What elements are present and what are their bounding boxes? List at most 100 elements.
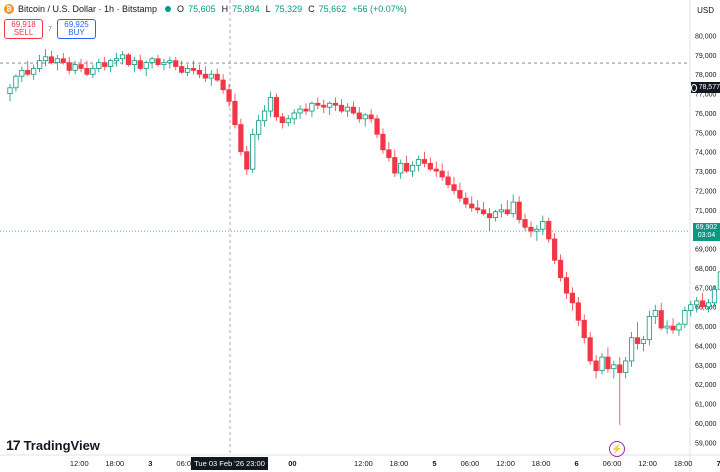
candle-up <box>676 323 682 331</box>
y-tick-label: 71,000 <box>695 208 717 215</box>
candle-down <box>475 207 481 211</box>
candle-down <box>404 162 410 172</box>
candle-down <box>445 176 451 186</box>
candle-down <box>303 108 309 112</box>
currency-label[interactable]: USD <box>697 6 714 15</box>
candle-down <box>463 197 469 205</box>
candle-down <box>552 238 558 261</box>
candle-down <box>569 292 576 304</box>
candle-down <box>315 102 321 106</box>
candle-down <box>700 300 706 308</box>
x-tick-label: 18:00 <box>390 459 409 468</box>
candle-down <box>427 162 433 170</box>
candle-down <box>279 116 285 124</box>
candle-up <box>646 315 652 341</box>
candle-up <box>534 228 540 232</box>
candle-down <box>332 102 339 106</box>
candle-down <box>486 213 493 218</box>
tradingview-logo[interactable]: 17 TradingView <box>6 437 100 453</box>
y-tick-label: 62,000 <box>695 382 717 389</box>
magic-wand-icon[interactable]: ⚡ <box>609 441 625 457</box>
x-tick-label: 06:00 <box>461 459 480 468</box>
sell-button[interactable]: 69,918 SELL <box>4 19 43 39</box>
y-tick-label: 67,000 <box>695 285 717 292</box>
candle-up <box>409 164 416 172</box>
candle-up <box>344 106 351 112</box>
candle-down <box>102 62 108 67</box>
candle-up <box>184 68 191 73</box>
candle-down <box>516 201 522 220</box>
candle-up <box>143 62 149 69</box>
x-tick-label: 18:00 <box>105 459 124 468</box>
candle-up <box>309 102 315 112</box>
bitcoin-icon: ₿ <box>4 4 14 14</box>
candle-up <box>717 271 720 290</box>
candle-down <box>528 226 534 232</box>
candle-up <box>13 75 19 89</box>
candle-up <box>119 54 126 60</box>
y-tick-label: 61,000 <box>695 402 717 409</box>
candle-down <box>220 79 226 91</box>
candle-up <box>540 221 546 230</box>
candle-down <box>214 73 220 81</box>
candle-down <box>421 159 428 164</box>
candle-down <box>504 209 510 215</box>
candle-down <box>338 104 345 112</box>
tradingview-mark-icon: 17 <box>6 437 21 453</box>
candle-down <box>179 66 185 73</box>
candle-down <box>196 69 203 75</box>
candle-down <box>439 170 445 178</box>
candle-down <box>137 60 143 69</box>
x-tick-label: 12:00 <box>496 459 515 468</box>
candle-up <box>415 159 422 166</box>
candle-up <box>611 364 617 370</box>
y-tick-label: 59,000 <box>695 440 717 447</box>
candle-up <box>19 69 25 77</box>
x-tick-label: 18:00 <box>532 459 551 468</box>
x-tick-label: 12:00 <box>70 459 89 468</box>
candle-up <box>327 102 333 108</box>
y-tick-label: 66,000 <box>695 305 717 312</box>
x-tick-label: 18:00 <box>674 459 693 468</box>
candle-up <box>291 112 297 120</box>
candle-up <box>42 56 49 62</box>
candle-up <box>640 339 647 344</box>
candle-up <box>498 209 504 213</box>
current-price-label: 69,902 <box>695 224 718 231</box>
candle-down <box>581 319 587 339</box>
y-tick-label: 64,000 <box>695 343 717 350</box>
x-tick-label: 5 <box>432 459 436 468</box>
open-label: O <box>177 4 185 14</box>
symbol-title[interactable]: Bitcoin / U.S. Dollar · 1h · Bitstamp <box>18 4 158 14</box>
candle-down <box>563 277 570 294</box>
candle-down <box>78 64 84 69</box>
candle-down <box>350 106 356 114</box>
candle-up <box>694 300 700 306</box>
y-tick-label: 73,000 <box>695 169 717 176</box>
x-tick-label: 06:00 <box>603 459 622 468</box>
symbol-legend: ₿ Bitcoin / U.S. Dollar · 1h · Bitstamp … <box>4 4 409 14</box>
candle-down <box>232 100 238 126</box>
y-tick-label: 76,000 <box>695 111 717 118</box>
candle-up <box>72 64 78 71</box>
candle-up <box>285 118 291 124</box>
y-tick-label: 60,000 <box>695 421 717 428</box>
candle-up <box>37 60 43 69</box>
candle-down <box>386 149 392 158</box>
candle-down <box>557 259 564 279</box>
candle-down <box>190 68 197 71</box>
tradingview-wordmark: TradingView <box>23 437 100 453</box>
y-tick-label: 75,000 <box>695 130 717 137</box>
reference-price-label: 78,577 <box>698 84 720 91</box>
candle-up <box>705 302 712 308</box>
sell-price: 69,918 <box>11 20 36 29</box>
buy-button[interactable]: 69,925 BUY <box>57 19 96 39</box>
candle-up <box>54 58 60 64</box>
candle-up <box>113 58 120 62</box>
candle-down <box>457 190 463 199</box>
reference-price-tag[interactable]: 78,577 <box>691 82 720 93</box>
candle-down <box>433 168 439 172</box>
candle-up <box>599 356 605 372</box>
candle-down <box>25 69 31 75</box>
